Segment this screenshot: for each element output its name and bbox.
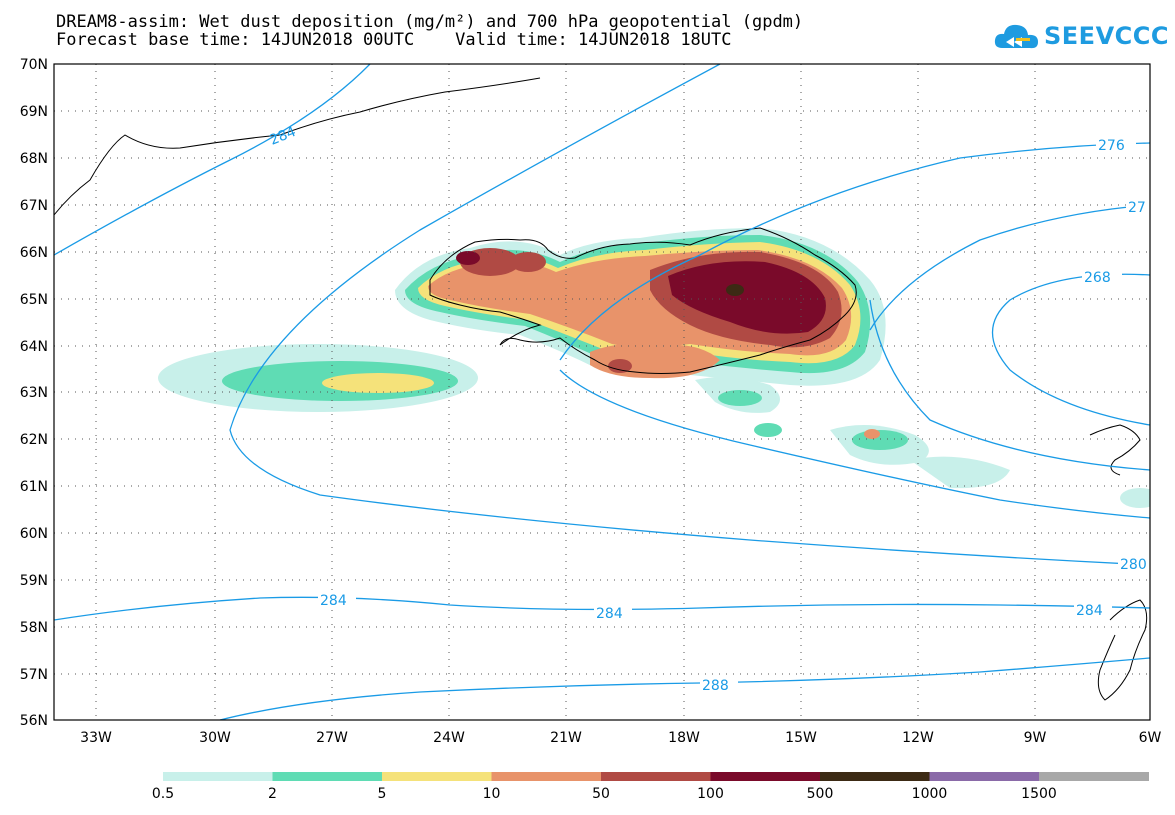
contour-284-nw xyxy=(54,64,371,256)
dust-east-maroon xyxy=(668,261,826,334)
lat-label: 65N xyxy=(20,292,48,308)
colorbar-label: 100 xyxy=(697,786,724,802)
map-title: DREAM8-assim: Wet dust deposition (mg/m²… xyxy=(56,12,804,32)
lon-label: 6W xyxy=(1139,730,1162,746)
dust-plume-west-core xyxy=(322,373,434,393)
lon-label: 30W xyxy=(199,730,231,746)
contour-label: 276 xyxy=(1098,138,1125,154)
lon-label: 24W xyxy=(433,730,465,746)
contour-labels: 276 27 268 280 284 284 284 288 284 xyxy=(268,124,1150,694)
colorbar-segment xyxy=(491,772,602,781)
dust-max xyxy=(726,284,744,296)
colorbar-segment xyxy=(1039,772,1149,781)
map-subtitle: Forecast base time: 14JUN2018 00UTC Vali… xyxy=(56,30,732,50)
colorbar xyxy=(163,772,1149,781)
dust-shading xyxy=(158,228,1150,508)
colorbar-label: 1500 xyxy=(1021,786,1057,802)
dust-n-brown xyxy=(510,252,546,272)
lat-label: 61N xyxy=(20,479,48,495)
colorbar-segment xyxy=(710,772,821,781)
lon-label: 33W xyxy=(80,730,112,746)
lat-label: 68N xyxy=(20,151,48,167)
lat-label: 62N xyxy=(20,432,48,448)
lat-label: 69N xyxy=(20,104,48,120)
faroe-coast xyxy=(1089,424,1141,476)
contour-288 xyxy=(219,657,1150,720)
lon-labels: 33W 30W 27W 24W 21W 18W 15W 12W 9W 6W xyxy=(80,730,1161,746)
contour-label: 284 xyxy=(1076,603,1103,619)
lat-label: 56N xyxy=(20,713,48,729)
lon-label: 27W xyxy=(316,730,348,746)
contour-272 xyxy=(869,204,1150,331)
lat-label: 58N xyxy=(20,620,48,636)
dust-se-patch2 xyxy=(754,423,782,437)
contour-268 xyxy=(991,273,1150,426)
dust-south-brown xyxy=(608,359,632,373)
contour-label: 27 xyxy=(1128,200,1146,216)
colorbar-segment xyxy=(272,772,383,781)
contour-label: 284 xyxy=(268,124,299,149)
greenland-coast xyxy=(54,77,541,216)
dust-se-patch3-core xyxy=(852,430,908,450)
colorbar-label: 0.5 xyxy=(151,786,175,802)
colorbar-segment xyxy=(601,772,711,781)
contour-label: 280 xyxy=(1120,557,1147,573)
colorbar-segment xyxy=(929,772,1040,781)
lon-label: 15W xyxy=(785,730,817,746)
contour-284-s xyxy=(54,596,1150,621)
contour-272-s xyxy=(869,299,1150,471)
contour-276-s xyxy=(559,369,1150,519)
lat-label: 70N xyxy=(20,57,48,73)
lon-label: 21W xyxy=(550,730,582,746)
contour-280 xyxy=(229,64,1150,566)
contour-label: 268 xyxy=(1084,270,1111,286)
logo-text: SEEVCCC xyxy=(1044,22,1169,50)
iceland-coast xyxy=(429,227,857,374)
lat-label: 63N xyxy=(20,385,48,401)
contour-label: 284 xyxy=(596,606,623,622)
geopotential-contours xyxy=(54,64,1150,720)
lon-label: 18W xyxy=(668,730,700,746)
colorbar-segment xyxy=(163,772,273,781)
lat-label: 66N xyxy=(20,245,48,261)
plot-area xyxy=(54,64,1150,720)
lon-label: 12W xyxy=(902,730,934,746)
colorbar-label: 2 xyxy=(268,786,277,802)
lat-label: 57N xyxy=(20,667,48,683)
map-frame xyxy=(53,63,1151,721)
colorbar-segment xyxy=(820,772,930,781)
lat-label: 64N xyxy=(20,339,48,355)
dust-se-patch1-core xyxy=(718,390,762,406)
lat-label: 67N xyxy=(20,198,48,214)
dust-east-edge xyxy=(1120,488,1150,508)
cloud-icon xyxy=(994,24,1038,49)
colorbar-label: 5 xyxy=(377,786,387,802)
contour-label: 284 xyxy=(320,593,347,609)
coastlines xyxy=(54,77,1148,701)
contour-label: 288 xyxy=(702,678,729,694)
lat-label: 60N xyxy=(20,526,48,542)
scotland-coast xyxy=(1097,599,1148,701)
lat-labels: 70N 69N 68N 67N 66N 65N 64N 63N 62N 61N … xyxy=(20,57,48,729)
colorbar-label: 500 xyxy=(806,786,834,802)
colorbar-label: 1000 xyxy=(911,786,948,802)
dust-nw-maroon xyxy=(456,251,480,265)
lon-label: 9W xyxy=(1024,730,1047,746)
dust-se-patch3-hot xyxy=(864,429,880,439)
dust-se-patch4 xyxy=(910,456,1010,489)
colorbar-label: 10 xyxy=(482,786,501,802)
colorbar-label: 50 xyxy=(592,786,610,802)
contour-276 xyxy=(559,142,1150,361)
colorbar-segment xyxy=(382,772,492,781)
graticule xyxy=(54,64,1150,720)
seevccc-logo: SEEVCCC xyxy=(992,18,1169,58)
lat-label: 59N xyxy=(20,573,48,589)
